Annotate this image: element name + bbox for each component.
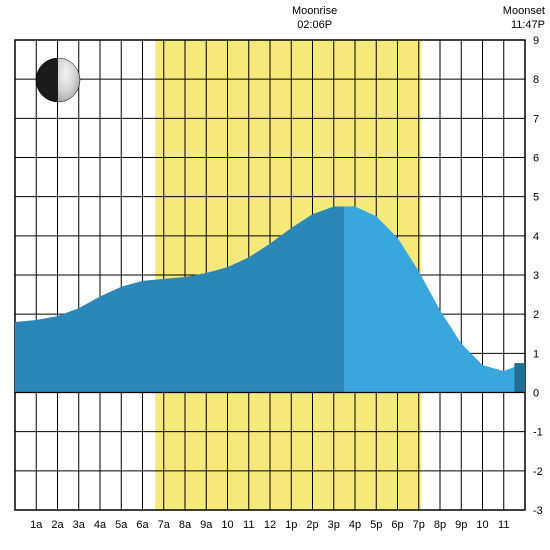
y-tick-label: 3 [533, 270, 539, 282]
y-tick-label: 2 [533, 309, 539, 321]
x-tick-label: 1p [285, 519, 297, 531]
moonset-label: Moonset [503, 5, 545, 17]
x-tick-label: 3a [73, 519, 86, 531]
x-tick-label: 2p [306, 519, 318, 531]
y-tick-label: -3 [533, 505, 543, 517]
x-tick-label: 11 [243, 519, 254, 531]
x-tick-label: 8a [179, 519, 192, 531]
y-tick-label: -2 [533, 466, 543, 478]
y-tick-label: 1 [533, 348, 539, 360]
tide-moon-chart: -3-2-101234567891a2a3a4a5a6a7a8a9a101112… [0, 0, 550, 550]
x-tick-label: 11 [498, 519, 509, 531]
moonrise-time: 02:06P [297, 19, 332, 31]
x-tick-label: 3p [328, 519, 340, 531]
x-tick-label: 6p [391, 519, 403, 531]
moonset-time: 11:47P [511, 19, 545, 31]
x-tick-label: 9p [455, 519, 467, 531]
x-tick-label: 10 [221, 519, 233, 531]
chart-svg: -3-2-101234567891a2a3a4a5a6a7a8a9a101112… [0, 0, 550, 550]
x-tick-label: 9a [200, 519, 213, 531]
x-tick-label: 4a [94, 519, 107, 531]
x-tick-label: 7a [158, 519, 171, 531]
moonrise-label: Moonrise [292, 5, 337, 17]
x-tick-label: 7p [413, 519, 425, 531]
y-tick-label: 6 [533, 153, 539, 165]
x-tick-label: 5p [370, 519, 382, 531]
y-tick-label: 9 [533, 35, 539, 47]
y-tick-label: 4 [533, 231, 539, 243]
y-tick-label: 8 [533, 74, 539, 86]
y-tick-label: 0 [533, 388, 539, 400]
y-tick-label: 5 [533, 192, 539, 204]
x-tick-label: 5a [115, 519, 128, 531]
y-tick-label: 7 [533, 113, 539, 125]
x-tick-label: 1a [30, 519, 43, 531]
x-tick-label: 4p [349, 519, 361, 531]
x-tick-label: 12 [264, 519, 276, 531]
x-tick-label: 2a [51, 519, 64, 531]
x-tick-label: 8p [434, 519, 446, 531]
y-tick-label: -1 [533, 427, 543, 439]
x-tick-label: 6a [136, 519, 149, 531]
x-tick-label: 10 [476, 519, 488, 531]
area-endcap [514, 363, 525, 392]
